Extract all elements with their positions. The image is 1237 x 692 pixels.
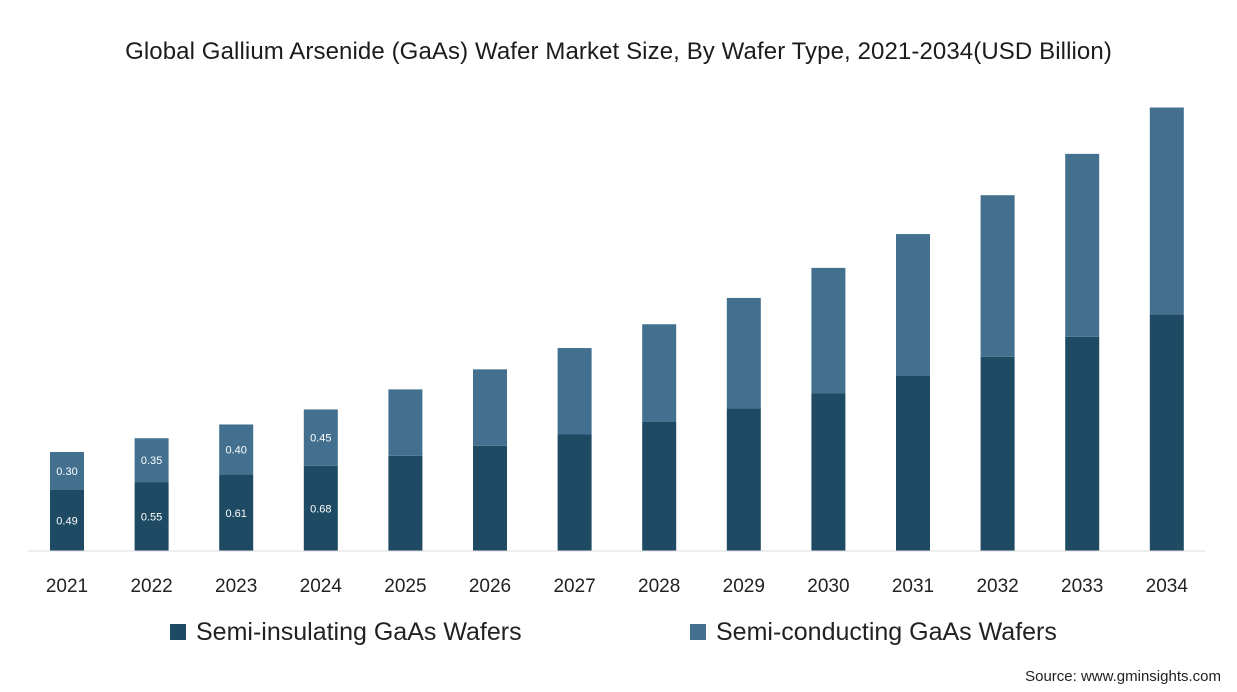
bar-semi-insulating-2025: [388, 455, 423, 551]
bar-semi-conducting-2033: [1065, 153, 1100, 337]
data-label-semi-insulating-2023: 0.61: [225, 508, 246, 520]
data-label-semi-conducting-2023: 0.40: [225, 445, 246, 457]
data-label-semi-insulating-2021: 0.49: [56, 515, 77, 527]
x-tick-label-2031: 2031: [892, 576, 934, 597]
data-label-semi-insulating-2022: 0.55: [141, 512, 162, 524]
x-tick-label-2028: 2028: [638, 576, 680, 597]
bar-semi-conducting-2031: [896, 234, 930, 376]
bar-semi-conducting-2021: [50, 452, 84, 490]
bar-semi-conducting-2032: [980, 195, 1015, 357]
x-axis-ticks: 2021 2022 2023 2024 2025 2026 2027 2028 2029 2030…: [46, 576, 1189, 597]
bar-semi-insulating-2031: [896, 375, 930, 551]
bar-semi-insulating-2033: [1065, 336, 1100, 551]
stacked-bar-chart: 0.490.300.550.350.610.400.680.45 2021 202…: [28, 107, 1205, 597]
bar-semi-insulating-2029: [726, 408, 761, 551]
x-tick-label-2030: 2030: [807, 576, 849, 597]
legend-swatch-semi-insulating: [170, 624, 186, 640]
data-label-semi-conducting-2021: 0.30: [56, 466, 77, 478]
bar-semi-conducting-2034: [1149, 107, 1184, 315]
bar-semi-conducting-2027: [557, 348, 592, 435]
bar-semi-insulating-2023: [219, 474, 254, 551]
legend-item-semi-conducting: Semi-conducting GaAs Wafers: [690, 616, 1057, 648]
x-tick-label-2023: 2023: [215, 576, 257, 597]
source-note: Source: www.gminsights.com: [1025, 668, 1221, 685]
x-tick-label-2024: 2024: [300, 576, 343, 597]
chart-title: Global Gallium Arsenide (GaAs) Wafer Mar…: [125, 38, 1112, 65]
legend-label-semi-insulating: Semi-insulating GaAs Wafers: [196, 617, 522, 646]
bar-semi-insulating-2028: [642, 421, 677, 551]
bar-semi-insulating-2027: [557, 434, 592, 551]
bar-semi-conducting-2029: [726, 297, 761, 409]
bar-semi-conducting-2030: [811, 267, 846, 394]
bar-semi-insulating-2032: [980, 356, 1015, 551]
x-tick-label-2033: 2033: [1061, 576, 1103, 597]
bar-semi-conducting-2024: [303, 409, 338, 466]
bar-semi-conducting-2025: [388, 389, 423, 456]
bar-semi-insulating-2021: [50, 489, 84, 551]
bar-semi-insulating-2022: [134, 482, 169, 551]
bar-semi-insulating-2034: [1149, 314, 1184, 551]
x-tick-label-2029: 2029: [723, 576, 765, 597]
data-label-semi-insulating-2024: 0.68: [310, 503, 331, 515]
bar-semi-conducting-2026: [473, 369, 507, 446]
legend-item-semi-insulating: Semi-insulating GaAs Wafers: [170, 616, 522, 648]
bar-semi-conducting-2023: [219, 424, 254, 475]
data-label-semi-conducting-2024: 0.45: [310, 433, 331, 445]
x-tick-label-2021: 2021: [46, 576, 88, 597]
bar-semi-conducting-2022: [134, 438, 169, 483]
x-tick-label-2022: 2022: [130, 576, 172, 597]
bar-semi-insulating-2024: [303, 465, 338, 551]
x-tick-label-2025: 2025: [384, 576, 426, 597]
x-tick-label-2032: 2032: [976, 576, 1018, 597]
bar-semi-conducting-2028: [642, 324, 677, 422]
x-tick-label-2034: 2034: [1146, 576, 1189, 597]
bar-semi-insulating-2030: [811, 393, 846, 551]
bar-semi-insulating-2026: [473, 445, 507, 551]
data-label-semi-conducting-2022: 0.35: [141, 455, 162, 467]
x-tick-label-2027: 2027: [553, 576, 595, 597]
legend-swatch-semi-conducting: [690, 624, 706, 640]
bars-layer: 0.49 0.30 0.55 0.35 0.61 0.40 0.68 0.45: [50, 107, 1184, 551]
legend-label-semi-conducting: Semi-conducting GaAs Wafers: [716, 617, 1057, 646]
x-tick-label-2026: 2026: [469, 576, 511, 597]
